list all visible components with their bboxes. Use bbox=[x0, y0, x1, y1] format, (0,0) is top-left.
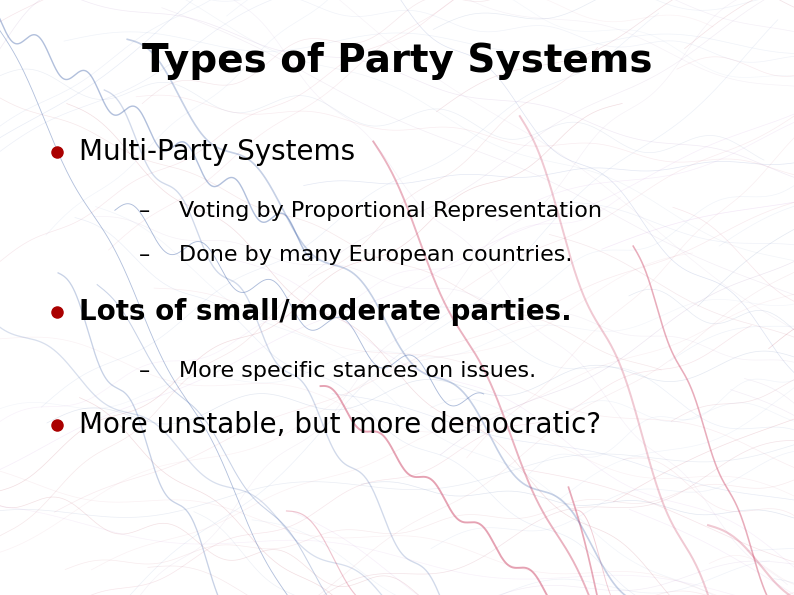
Text: Done by many European countries.: Done by many European countries. bbox=[179, 245, 572, 265]
Text: Lots of small/moderate parties.: Lots of small/moderate parties. bbox=[79, 298, 572, 326]
Text: –: – bbox=[139, 245, 150, 265]
Text: More unstable, but more democratic?: More unstable, but more democratic? bbox=[79, 411, 602, 440]
Text: Types of Party Systems: Types of Party Systems bbox=[142, 42, 652, 80]
Text: Voting by Proportional Representation: Voting by Proportional Representation bbox=[179, 201, 602, 221]
Text: –: – bbox=[139, 361, 150, 381]
Text: Multi-Party Systems: Multi-Party Systems bbox=[79, 137, 356, 166]
Text: –: – bbox=[139, 201, 150, 221]
Text: More specific stances on issues.: More specific stances on issues. bbox=[179, 361, 536, 381]
